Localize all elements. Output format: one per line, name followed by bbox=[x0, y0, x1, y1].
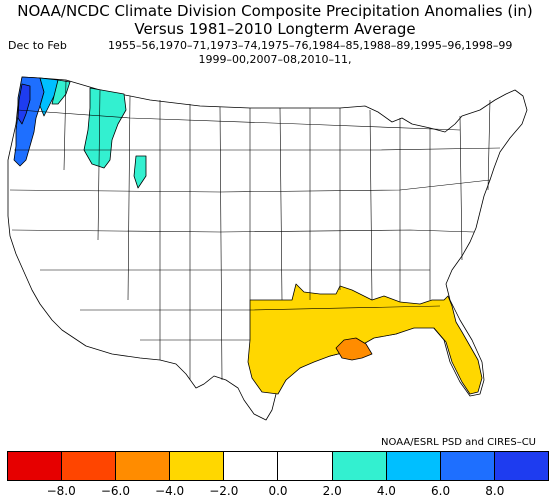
legend-swatch bbox=[332, 451, 387, 481]
legend-tick-label: 6.0 bbox=[431, 484, 451, 498]
legend-swatch bbox=[116, 451, 171, 481]
map-title-line-1: NOAA/NCDC Climate Division Composite Pre… bbox=[17, 2, 533, 20]
color-legend bbox=[7, 451, 549, 481]
season-label: Dec to Feb bbox=[8, 39, 67, 52]
legend-tick-label: 0.0 bbox=[268, 484, 288, 498]
idaho-anomaly bbox=[133, 155, 147, 189]
us-climate-division-map bbox=[7, 76, 528, 421]
louisiana-anomaly bbox=[335, 337, 373, 361]
legend-tick-label: −4.0 bbox=[155, 484, 185, 498]
pnw-deep-blue bbox=[17, 83, 31, 125]
legend-swatch bbox=[170, 451, 225, 481]
years-line-1: 1955–56,1970–71,1973–74,1975–76,1984–85,… bbox=[108, 39, 513, 52]
legend-swatch bbox=[386, 451, 441, 481]
legend-swatch bbox=[224, 451, 279, 481]
washington-east-anomaly bbox=[83, 87, 127, 169]
washington-interior-anomaly bbox=[51, 79, 71, 105]
gulf-coast-anomaly bbox=[247, 283, 483, 395]
map-title-line-2: Versus 1981–2010 Longterm Average bbox=[134, 20, 416, 38]
years-line-2: 1999–00,2007–08,2010–11, bbox=[198, 53, 352, 66]
legend-tick-label: 2.0 bbox=[322, 484, 342, 498]
legend-tick-label: 8.0 bbox=[485, 484, 505, 498]
credit-label: NOAA/ESRL PSD and CIRES–CU bbox=[381, 437, 536, 448]
legend-swatch bbox=[440, 451, 495, 481]
legend-swatch bbox=[7, 451, 63, 481]
legend-tick-label: −8.0 bbox=[46, 484, 76, 498]
legend-tick-label: −6.0 bbox=[100, 484, 130, 498]
legend-swatch bbox=[278, 451, 333, 481]
legend-swatch bbox=[494, 451, 549, 481]
legend-tick-label: −2.0 bbox=[209, 484, 239, 498]
legend-swatch bbox=[62, 451, 117, 481]
legend-tick-label: 4.0 bbox=[376, 484, 396, 498]
